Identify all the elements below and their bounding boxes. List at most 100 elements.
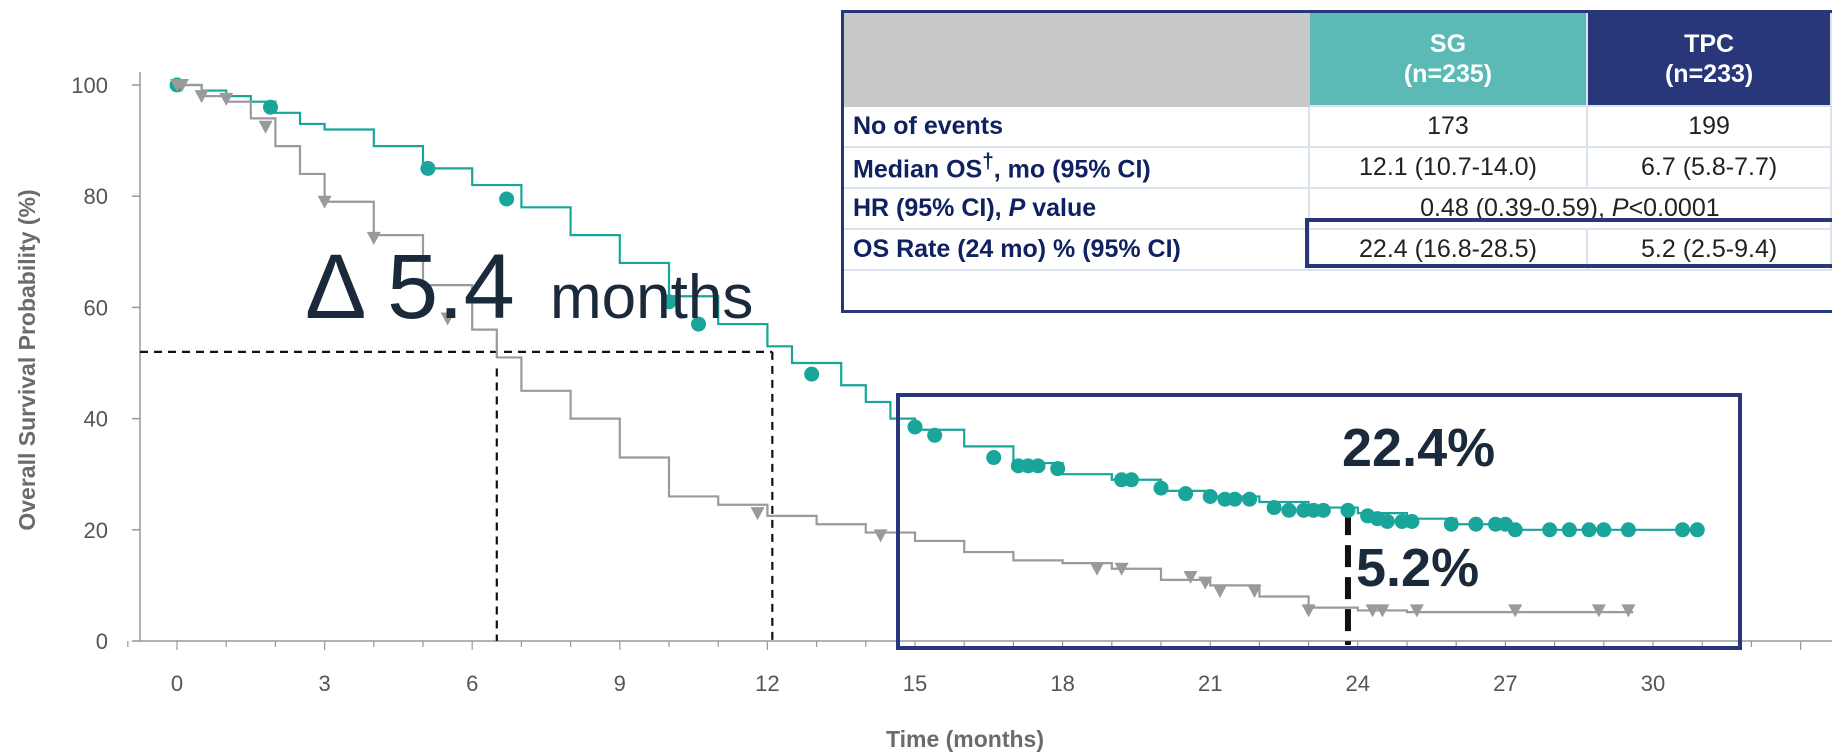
row-label-events: No of events bbox=[841, 105, 1310, 148]
x-tick-label: 27 bbox=[1493, 671, 1517, 696]
sg-censor-mark bbox=[1266, 500, 1282, 516]
dagger-mark: † bbox=[982, 150, 994, 174]
table-row: Median OS†, mo (95% CI) 12.1 (10.7-14.0)… bbox=[841, 146, 1832, 189]
table-row: No of events 173 199 bbox=[841, 105, 1832, 148]
x-tick-label: 15 bbox=[903, 671, 927, 696]
table-row: HR (95% CI), P value 0.48 (0.39-0.59), P… bbox=[841, 187, 1832, 230]
cell-rate-sg: 22.4 (16.8-28.5) bbox=[1307, 228, 1589, 271]
x-tick-label: 30 bbox=[1641, 671, 1665, 696]
x-tick-label: 12 bbox=[755, 671, 779, 696]
tpc-censor-mark bbox=[1301, 604, 1316, 618]
header-sg-name: SG bbox=[1429, 29, 1467, 58]
x-axis-title: Time (months) bbox=[886, 726, 1044, 752]
y-tick-label: 60 bbox=[84, 295, 108, 320]
header-tpc-name: TPC bbox=[1684, 29, 1735, 58]
sg-censor-mark bbox=[1281, 502, 1297, 518]
sg-censor-mark bbox=[691, 316, 707, 332]
sg-censor-mark bbox=[1561, 522, 1577, 538]
header-sg: SG (n=235) bbox=[1307, 10, 1589, 107]
sg-censor-mark bbox=[1315, 502, 1331, 518]
cell-events-sg: 173 bbox=[1307, 105, 1589, 148]
x-tick-label: 9 bbox=[614, 671, 626, 696]
cell-events-tpc: 199 bbox=[1586, 105, 1832, 148]
tpc-censor-mark bbox=[1247, 584, 1262, 598]
sg-censor-mark bbox=[1030, 458, 1046, 474]
sg-censor-mark bbox=[1242, 491, 1258, 507]
tpc-censor-mark bbox=[1621, 604, 1636, 618]
sg-censor-mark bbox=[262, 99, 278, 115]
sg-censor-mark bbox=[1227, 491, 1243, 507]
x-tick-label: 3 bbox=[318, 671, 330, 696]
hr-value-main: 0.48 (0.39-0.59), bbox=[1420, 194, 1612, 222]
sg-censor-mark bbox=[1620, 522, 1636, 538]
hr-value-p: P bbox=[1611, 194, 1629, 222]
median-label-main: Median OS bbox=[853, 155, 983, 184]
sg-censor-mark bbox=[986, 450, 1002, 466]
summary-table: SG (n=235) TPC (n=233) No of events 173 … bbox=[841, 10, 1832, 271]
sg-censor-mark bbox=[661, 294, 677, 310]
axes: 0 20 40 60 80 100 0 3 6 9 12 15 18 21 24 27 30 bbox=[71, 72, 1832, 696]
tpc-censor-mark bbox=[440, 312, 455, 326]
table-row: OS Rate (24 mo) % (95% CI) 22.4 (16.8-28… bbox=[841, 228, 1832, 271]
tpc-censor-mark bbox=[1409, 604, 1424, 618]
row-label-hr: HR (95% CI), P value bbox=[841, 187, 1310, 230]
y-tick-label: 20 bbox=[84, 518, 108, 543]
x-tick-label: 24 bbox=[1346, 671, 1370, 696]
sg-censor-mark bbox=[1443, 516, 1459, 532]
row-label-rate: OS Rate (24 mo) % (95% CI) bbox=[841, 228, 1310, 271]
sg-censor-mark bbox=[1178, 486, 1194, 502]
sg-rate-label: 22.4% bbox=[1342, 418, 1495, 478]
sg-censor-mark bbox=[1379, 513, 1395, 529]
hr-label-rest: value bbox=[1025, 194, 1097, 222]
series-layer bbox=[169, 77, 1705, 618]
sg-censor-mark bbox=[420, 160, 436, 176]
y-axis-title: Overall Survival Probability (%) bbox=[14, 189, 40, 530]
sg-censor-mark bbox=[1202, 488, 1218, 504]
cell-hr-value: 0.48 (0.39-0.59), P<0.0001 bbox=[1307, 187, 1832, 230]
median-label-rest: , mo (95% CI) bbox=[993, 155, 1151, 184]
sg-censor-mark bbox=[1153, 480, 1169, 496]
header-tpc-n: (n=233) bbox=[1664, 59, 1754, 88]
header-tpc: TPC (n=233) bbox=[1586, 10, 1832, 107]
tpc-censor-mark bbox=[1198, 576, 1213, 590]
hr-value-rest: <0.0001 bbox=[1628, 194, 1720, 222]
tpc-censor-mark bbox=[219, 92, 234, 106]
x-tick-label: 18 bbox=[1050, 671, 1074, 696]
tpc-censor-mark bbox=[750, 507, 765, 521]
sg-censor-mark bbox=[927, 427, 943, 443]
header-sg-n: (n=235) bbox=[1403, 59, 1493, 88]
tpc-censor-mark bbox=[1591, 604, 1606, 618]
tpc-censor-mark bbox=[174, 79, 189, 92]
hr-label-p: P bbox=[1008, 194, 1026, 222]
x-tick-label: 6 bbox=[466, 671, 478, 696]
cell-median-sg: 12.1 (10.7-14.0) bbox=[1307, 146, 1589, 189]
sg-censor-mark bbox=[907, 419, 923, 435]
sg-censor-mark bbox=[1542, 522, 1558, 538]
table-header-row: SG (n=235) TPC (n=233) bbox=[841, 10, 1832, 107]
late-followup-box bbox=[896, 393, 1742, 650]
tpc-censor-mark bbox=[1365, 604, 1380, 618]
tpc-censor-mark bbox=[1114, 562, 1129, 576]
sg-censor-mark bbox=[1050, 461, 1066, 477]
tpc-rate-label: 5.2% bbox=[1356, 538, 1479, 598]
tpc-censor-mark bbox=[873, 529, 888, 543]
sg-censor-mark bbox=[1340, 502, 1356, 518]
sg-censor-mark bbox=[1123, 472, 1139, 488]
tpc-censor-mark bbox=[1213, 584, 1228, 598]
sg-censor-mark bbox=[1507, 522, 1523, 538]
hr-label-main: HR (95% CI), bbox=[853, 194, 1009, 222]
tpc-censor-mark bbox=[194, 90, 209, 104]
tpc-survival-curve bbox=[177, 83, 1634, 614]
y-tick-label: 40 bbox=[84, 407, 108, 432]
tpc-censor-mark bbox=[258, 120, 273, 134]
sg-censor-mark bbox=[1468, 516, 1484, 532]
sg-censor-mark bbox=[1596, 522, 1612, 538]
cell-rate-tpc: 5.2 (2.5-9.4) bbox=[1586, 228, 1832, 271]
sg-censor-mark bbox=[1404, 513, 1420, 529]
row-label-median: Median OS†, mo (95% CI) bbox=[841, 146, 1310, 189]
sg-censor-mark bbox=[1675, 522, 1691, 538]
cell-median-tpc: 6.7 (5.8-7.7) bbox=[1586, 146, 1832, 189]
header-blank-cell bbox=[841, 10, 1310, 107]
sg-censor-mark bbox=[1689, 522, 1705, 538]
